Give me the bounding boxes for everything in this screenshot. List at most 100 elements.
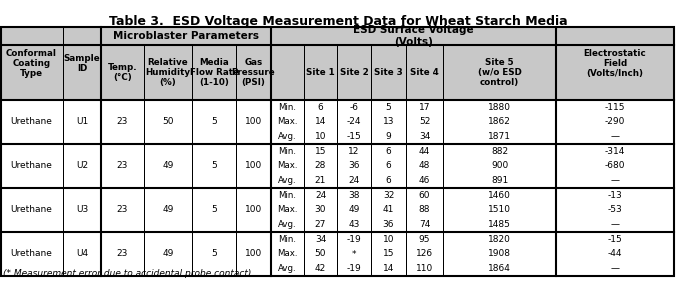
Text: Electrostatic
Field
(Volts/Inch): Electrostatic Field (Volts/Inch)	[583, 49, 646, 78]
Text: 34: 34	[315, 235, 327, 244]
Bar	[101, 144, 144, 188]
Bar	[63, 188, 101, 232]
Text: 882: 882	[491, 147, 508, 156]
Text: Max.: Max.	[277, 205, 297, 214]
Bar	[101, 45, 144, 100]
Text: 6: 6	[385, 176, 391, 185]
Bar	[556, 100, 674, 144]
Bar	[406, 232, 443, 276]
Bar	[63, 100, 101, 144]
Text: -680: -680	[605, 162, 625, 171]
Text: Media
Flow Rate
(1-10): Media Flow Rate (1-10)	[189, 58, 239, 87]
Text: Urethane: Urethane	[11, 162, 53, 171]
Text: 12: 12	[348, 147, 360, 156]
Bar	[371, 144, 406, 188]
Text: 1485: 1485	[488, 220, 511, 229]
Text: Min.: Min.	[279, 103, 297, 112]
Bar	[271, 232, 304, 276]
Bar	[406, 45, 443, 100]
Bar	[371, 188, 406, 232]
Text: 1820: 1820	[488, 235, 511, 244]
Text: 1871: 1871	[488, 132, 511, 141]
Text: 5: 5	[211, 117, 217, 126]
Text: —: —	[610, 220, 619, 229]
Bar	[144, 188, 192, 232]
Bar	[406, 188, 443, 232]
Text: 44: 44	[419, 147, 430, 156]
Text: 900: 900	[491, 162, 508, 171]
Text: 21: 21	[315, 176, 327, 185]
Text: 891: 891	[491, 176, 508, 185]
Bar	[236, 144, 271, 188]
Text: *: *	[352, 250, 356, 259]
Text: 43: 43	[348, 220, 360, 229]
Text: 42: 42	[315, 264, 326, 273]
Bar	[556, 232, 674, 276]
Text: U3: U3	[76, 205, 88, 214]
Text: -19: -19	[347, 264, 362, 273]
Text: 10: 10	[315, 132, 327, 141]
Bar	[443, 188, 556, 232]
Text: Relative
Humidity
(%): Relative Humidity (%)	[145, 58, 191, 87]
Text: 50: 50	[162, 117, 174, 126]
Text: 6: 6	[385, 162, 391, 171]
Text: 9: 9	[385, 132, 391, 141]
Bar	[443, 144, 556, 188]
Bar	[0, 100, 63, 144]
Text: Temp.
(°C): Temp. (°C)	[107, 63, 137, 82]
Text: Urethane: Urethane	[11, 250, 53, 259]
Bar	[304, 232, 337, 276]
Text: Urethane: Urethane	[11, 205, 53, 214]
Bar	[304, 45, 337, 100]
Bar	[192, 188, 236, 232]
Text: 6: 6	[318, 103, 323, 112]
Text: 1862: 1862	[488, 117, 511, 126]
Text: 5: 5	[211, 162, 217, 171]
Text: 15: 15	[315, 147, 327, 156]
Bar	[0, 188, 63, 232]
Text: 95: 95	[418, 235, 430, 244]
Text: —: —	[610, 176, 619, 185]
Text: 32: 32	[383, 191, 394, 200]
Bar	[556, 27, 674, 100]
Bar	[556, 144, 674, 188]
Text: 49: 49	[348, 205, 360, 214]
Text: 46: 46	[419, 176, 430, 185]
Text: 60: 60	[418, 191, 430, 200]
Text: 49: 49	[162, 205, 174, 214]
Text: 88: 88	[418, 205, 430, 214]
Text: -290: -290	[605, 117, 625, 126]
Text: 24: 24	[315, 191, 326, 200]
Bar	[271, 27, 556, 45]
Bar	[371, 232, 406, 276]
Text: U4: U4	[76, 250, 88, 259]
Text: 23: 23	[117, 117, 128, 126]
Bar	[304, 100, 337, 144]
Bar	[337, 100, 371, 144]
Text: 1908: 1908	[488, 250, 511, 259]
Text: -115: -115	[605, 103, 625, 112]
Text: 10: 10	[383, 235, 394, 244]
Bar	[101, 27, 271, 45]
Bar	[101, 232, 144, 276]
Text: Min.: Min.	[279, 235, 297, 244]
Text: -15: -15	[608, 235, 623, 244]
Bar	[144, 100, 192, 144]
Bar	[144, 45, 192, 100]
Text: 34: 34	[419, 132, 430, 141]
Text: 23: 23	[117, 205, 128, 214]
Text: Avg.: Avg.	[279, 264, 297, 273]
Text: 50: 50	[315, 250, 327, 259]
Text: 1864: 1864	[488, 264, 511, 273]
Bar	[443, 232, 556, 276]
Bar	[236, 45, 271, 100]
Text: 38: 38	[348, 191, 360, 200]
Bar	[63, 144, 101, 188]
Bar	[0, 27, 63, 100]
Text: Urethane: Urethane	[11, 117, 53, 126]
Bar	[192, 100, 236, 144]
Text: 100: 100	[245, 205, 262, 214]
Bar	[63, 232, 101, 276]
Bar	[236, 100, 271, 144]
Text: -13: -13	[608, 191, 623, 200]
